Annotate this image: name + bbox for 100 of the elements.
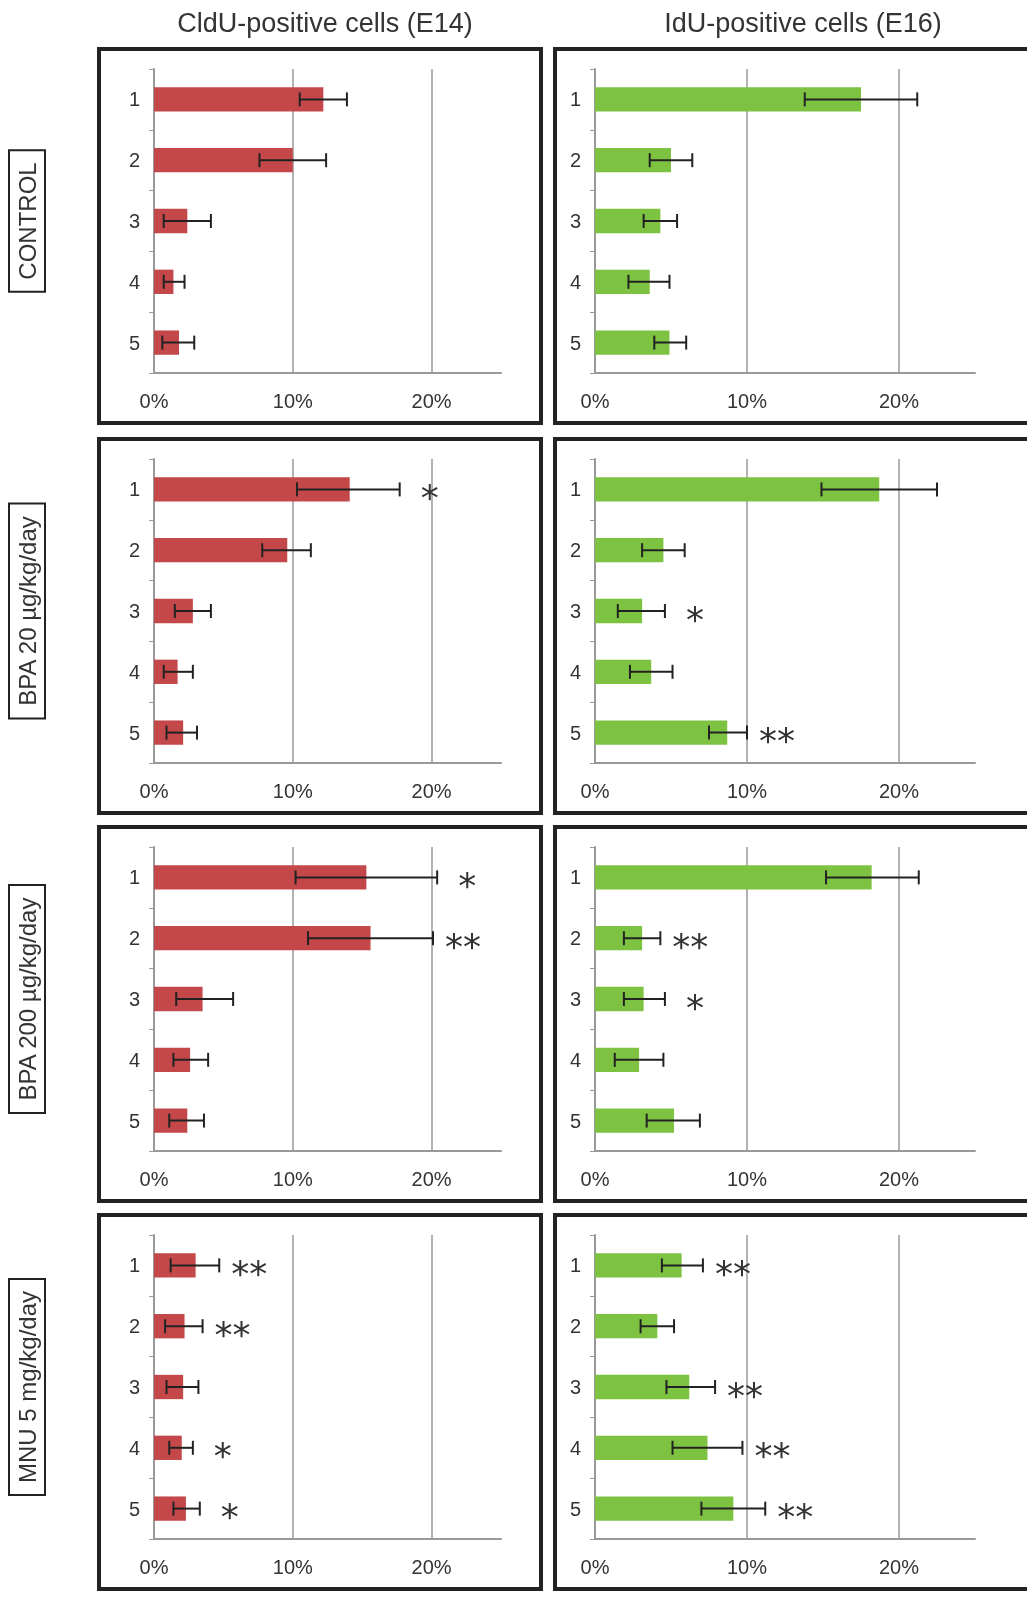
- y-tick-label: 1: [128, 1254, 140, 1277]
- annotation: **: [727, 1374, 764, 1416]
- x-tick-label: 0%: [580, 780, 610, 802]
- y-axis-title: MNU 5 mg/kg/day: [13, 1290, 41, 1484]
- y-tick-label: 5: [569, 1497, 581, 1520]
- y-tick-label: 2: [569, 149, 581, 172]
- bar: [595, 598, 643, 624]
- bar: [595, 1374, 690, 1400]
- bar: [154, 926, 371, 951]
- bar: [595, 1047, 640, 1072]
- annotation: *: [685, 598, 704, 640]
- bar: [154, 330, 179, 355]
- x-tick-label: 10%: [272, 780, 314, 802]
- y-tick-label: 2: [569, 927, 581, 950]
- y-tick-label: 2: [569, 539, 581, 562]
- y-tick-label: 3: [569, 1376, 581, 1398]
- x-tick-label: 20%: [411, 780, 452, 802]
- annotation: *: [420, 476, 439, 518]
- y-tick-label: 4: [569, 1436, 581, 1459]
- chart-title: CldU-positive cells (E14): [177, 7, 473, 38]
- annotation: *: [220, 1496, 239, 1538]
- y-tick-label: 2: [128, 539, 140, 562]
- x-tick-label: 0%: [139, 1168, 169, 1190]
- bar: [154, 1496, 186, 1521]
- y-tick-label: 3: [569, 600, 581, 622]
- bar: [595, 1435, 708, 1460]
- annotation: **: [444, 925, 481, 967]
- y-tick-label: 1: [569, 866, 581, 889]
- y-tick-label: 4: [569, 1048, 581, 1071]
- chart-title: IdU-positive cells (E16): [664, 7, 942, 38]
- y-tick-label: 1: [569, 1254, 581, 1277]
- bar: [595, 1314, 658, 1339]
- y-tick-label: 2: [569, 1315, 581, 1338]
- x-tick-label: 20%: [411, 1556, 452, 1578]
- x-tick-label: 10%: [726, 780, 768, 802]
- y-axis-title: BPA 20 µg/kg/day: [13, 516, 41, 706]
- y-axis-title: BPA 200 µg/kg/day: [13, 897, 41, 1101]
- bar: [154, 538, 288, 563]
- bar: [154, 720, 184, 745]
- y-tick-label: 1: [128, 88, 140, 111]
- y-axis-title: CONTROL: [13, 162, 41, 280]
- bar: [595, 330, 670, 355]
- annotation: **: [672, 925, 709, 967]
- annotation: **: [714, 1252, 751, 1294]
- annotation: **: [214, 1313, 251, 1355]
- y-tick-label: 5: [569, 331, 581, 354]
- bar: [154, 986, 203, 1012]
- y-tick-label: 4: [128, 1048, 140, 1071]
- y-tick-label: 1: [569, 478, 581, 501]
- y-tick-label: 2: [128, 149, 140, 172]
- bar: [595, 986, 644, 1012]
- bar: [154, 148, 293, 173]
- annotation: *: [685, 986, 704, 1028]
- bar: [595, 659, 652, 684]
- x-tick-label: 0%: [139, 780, 169, 802]
- x-tick-label: 10%: [726, 1556, 768, 1578]
- bar: [154, 87, 324, 112]
- bar: [595, 87, 861, 112]
- x-tick-label: 0%: [580, 1556, 610, 1578]
- y-tick-label: 4: [128, 1436, 140, 1459]
- x-tick-label: 10%: [272, 390, 314, 412]
- annotation: *: [213, 1435, 232, 1477]
- annotation: **: [777, 1496, 814, 1538]
- x-tick-label: 20%: [411, 1168, 452, 1190]
- bar: [154, 865, 367, 890]
- bar: [595, 148, 671, 173]
- bar: [154, 269, 174, 294]
- bar: [595, 1496, 734, 1521]
- bar: [154, 1253, 196, 1278]
- x-tick-label: 20%: [411, 390, 452, 412]
- y-tick-label: 5: [128, 1497, 140, 1520]
- bar: [154, 1047, 191, 1072]
- x-tick-label: 0%: [139, 1556, 169, 1578]
- bar: [595, 926, 643, 951]
- bar: [154, 659, 178, 684]
- x-tick-label: 10%: [272, 1556, 314, 1578]
- x-tick-label: 10%: [272, 1168, 314, 1190]
- bar: [154, 1435, 182, 1460]
- annotation: *: [458, 864, 477, 906]
- x-tick-label: 20%: [878, 1168, 920, 1190]
- y-tick-label: 2: [128, 927, 140, 950]
- y-tick-label: 4: [128, 660, 140, 683]
- annotation: **: [231, 1252, 268, 1294]
- x-tick-label: 10%: [726, 390, 768, 412]
- y-tick-label: 5: [128, 721, 140, 744]
- y-tick-label: 1: [128, 866, 140, 889]
- x-tick-label: 20%: [878, 390, 920, 412]
- y-tick-label: 1: [128, 478, 140, 501]
- y-tick-label: 4: [569, 270, 581, 293]
- bar: [595, 865, 872, 890]
- bar: [595, 269, 650, 294]
- x-tick-label: 0%: [139, 390, 169, 412]
- bar: [595, 720, 728, 745]
- y-tick-label: 5: [569, 1109, 581, 1132]
- y-tick-label: 3: [569, 210, 581, 232]
- annotation: **: [759, 720, 795, 762]
- bar: [595, 477, 880, 502]
- annotation: **: [754, 1435, 791, 1477]
- x-tick-label: 10%: [726, 1168, 768, 1190]
- y-tick-label: 5: [128, 331, 140, 354]
